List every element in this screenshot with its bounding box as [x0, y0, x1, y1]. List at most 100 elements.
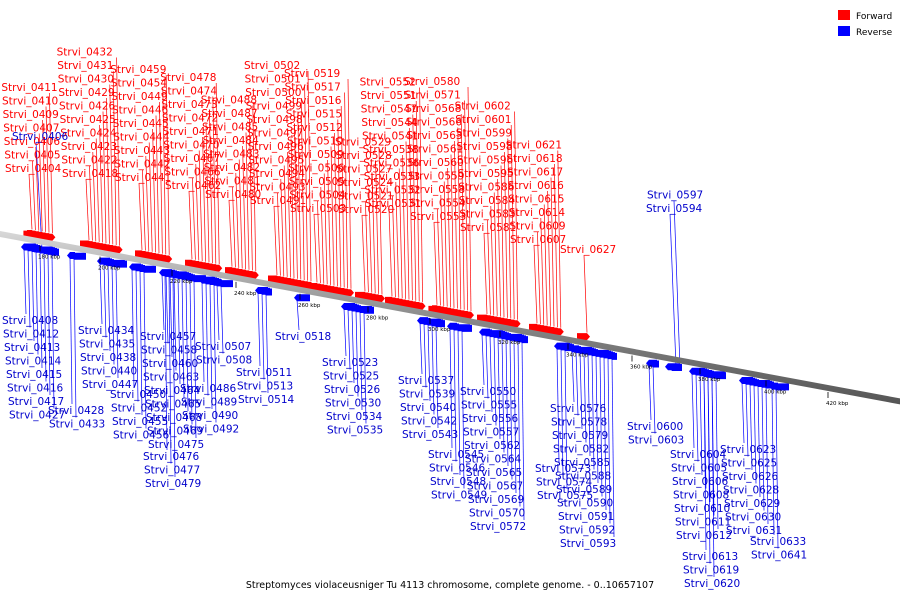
forward-gene-label-strvi-0532: Strvi_0532: [364, 185, 420, 197]
reverse-gene-label-strvi-0556: Strvi_0556: [462, 413, 519, 425]
gene-leader-line: [501, 337, 505, 453]
forward-gene-label-strvi-0615: Strvi_0615: [508, 194, 564, 206]
gene-leader-line: [521, 341, 525, 521]
gene-leader-line: [351, 309, 355, 384]
forward-gene-label-strvi-0504: Strvi_0504: [289, 190, 346, 202]
gene-leader-line: [467, 86, 472, 312]
forward-gene-label-strvi-0617: Strvi_0617: [507, 167, 563, 179]
forward-gene-label-strvi-0524: Strvi_0524: [337, 177, 394, 189]
scale-tick-label: 360 kbp: [630, 365, 653, 371]
gene-leader-line: [45, 106, 50, 233]
gene-leader-line: [188, 190, 193, 260]
forward-gene-label-strvi-0501: Strvi_0501: [245, 74, 301, 86]
reverse-gene-label-strvi-0564: Strvi_0564: [465, 454, 522, 466]
gene-leader-line: [415, 100, 420, 302]
gene-leader-line: [691, 373, 695, 449]
gene-leader-line: [35, 146, 40, 231]
reverse-gene-feature: [773, 383, 789, 391]
gene-leader-line: [771, 387, 775, 536]
forward-gene-label-strvi-0423: Strvi_0423: [61, 141, 117, 153]
gene-leader-line: [497, 336, 501, 440]
forward-gene-label-strvi-0563: Strvi_0563: [406, 130, 462, 142]
reverse-gene-label-strvi-0518: Strvi_0518: [275, 331, 331, 343]
gene-leader-line: [232, 186, 236, 268]
reverse-gene-label-strvi-0582: Strvi_0582: [553, 444, 609, 456]
gene-leader-line: [375, 160, 379, 294]
reverse-gene-label-strvi-0428: Strvi_0428: [48, 405, 104, 417]
reverse-gene-label-strvi-0550: Strvi_0550: [460, 386, 516, 398]
gene-leader-line: [161, 274, 165, 331]
forward-gene-feature: [577, 333, 590, 341]
forward-gene-label-strvi-0473: Strvi_0473: [161, 99, 217, 111]
forward-gene-label-strvi-0621: Strvi_0621: [506, 140, 562, 152]
gene-leader-line: [164, 275, 168, 451]
reverse-gene-label-strvi-0435: Strvi_0435: [79, 339, 135, 351]
forward-gene-label-strvi-0499: Strvi_0499: [246, 101, 302, 113]
gene-leader-line: [489, 335, 493, 413]
reverse-gene-label-strvi-0626: Strvi_0626: [722, 471, 779, 483]
gene-leader-line: [371, 174, 376, 294]
gene-leader-line: [185, 278, 189, 412]
reverse-gene-label-strvi-0543: Strvi_0543: [402, 429, 458, 441]
scale-tick-label: 320 kbp: [498, 340, 521, 346]
forward-gene-label-strvi-0601: Strvi_0601: [455, 114, 511, 126]
reverse-gene-label-strvi-0603: Strvi_0603: [628, 435, 684, 447]
reverse-gene-label-strvi-0416: Strvi_0416: [7, 383, 64, 395]
reverse-gene-label-strvi-0440: Strvi_0440: [81, 366, 137, 378]
gene-leader-line: [673, 200, 681, 368]
gene-leader-line: [493, 192, 498, 316]
reverse-gene-label-strvi-0535: Strvi_0535: [327, 425, 383, 437]
forward-gene-label-strvi-0566: Strvi_0566: [406, 117, 463, 129]
gene-leader-line: [235, 172, 240, 268]
gene-leader-line: [583, 352, 587, 443]
gene-leader-line: [485, 334, 489, 399]
gene-leader-line: [202, 136, 206, 262]
forward-gene-label-strvi-0418: Strvi_0418: [62, 168, 118, 180]
reverse-gene-feature: [433, 320, 445, 328]
reverse-gene-label-strvi-0434: Strvi_0434: [78, 325, 135, 337]
gene-leader-line: [242, 145, 246, 270]
forward-gene-label-strvi-0474: Strvi_0474: [161, 86, 218, 98]
reverse-gene-label-strvi-0555: Strvi_0555: [461, 400, 517, 412]
forward-gene-label-strvi-0561: Strvi_0561: [407, 144, 463, 156]
gene-leader-line: [454, 140, 458, 309]
reverse-gene-label-strvi-0479: Strvi_0479: [145, 478, 201, 490]
reverse-gene-label-strvi-0457: Strvi_0457: [140, 331, 196, 343]
gene-leader-line: [745, 383, 749, 457]
gene-leader-line: [579, 352, 583, 430]
forward-gene-label-strvi-0559: Strvi_0559: [408, 171, 464, 183]
forward-gene-feature: [210, 264, 223, 272]
forward-gene-label-strvi-0485: Strvi_0485: [202, 122, 258, 134]
gene-leader-line: [107, 264, 111, 352]
reverse-gene-label-strvi-0629: Strvi_0629: [724, 498, 780, 510]
gene-leader-line: [148, 142, 153, 252]
forward-gene-label-strvi-0495: Strvi_0495: [248, 155, 304, 167]
reverse-gene-label-strvi-0576: Strvi_0576: [550, 403, 607, 415]
gene-leader-line: [554, 163, 558, 328]
gene-leader-line: [711, 376, 715, 578]
forward-gene-label-strvi-0618: Strvi_0618: [506, 153, 562, 165]
gene-leader-line: [337, 119, 342, 287]
scale-tick-label: 340 kbp: [566, 353, 589, 359]
forward-gene-label-strvi-0517: Strvi_0517: [285, 82, 341, 94]
forward-gene-feature: [459, 311, 474, 319]
gene-leader-line: [757, 385, 761, 498]
forward-gene-label-strvi-0586: Strvi_0586: [458, 182, 515, 194]
forward-gene-label-strvi-0483: Strvi_0483: [203, 149, 259, 161]
forward-gene-label-strvi-0467: Strvi_0467: [164, 153, 220, 165]
gene-leader-line: [344, 92, 348, 289]
forward-gene-label-strvi-0493: Strvi_0493: [249, 182, 305, 194]
gene-leader-line: [395, 181, 400, 298]
forward-gene-feature: [110, 246, 123, 254]
gene-leader-line: [537, 231, 541, 324]
forward-gene-label-strvi-0512: Strvi_0512: [286, 122, 342, 134]
gene-leader-line: [193, 280, 197, 439]
reverse-gene-label-strvi-0593: Strvi_0593: [560, 538, 616, 550]
reverse-gene-feature: [459, 324, 472, 332]
reverse-gene-label-strvi-0465: Strvi_0465: [145, 399, 201, 411]
gene-leader-line: [138, 182, 143, 250]
reverse-gene-label-strvi-0450: Strvi_0450: [110, 389, 166, 401]
gene-leader-line: [533, 244, 538, 324]
forward-gene-label-strvi-0478: Strvi_0478: [160, 72, 216, 84]
